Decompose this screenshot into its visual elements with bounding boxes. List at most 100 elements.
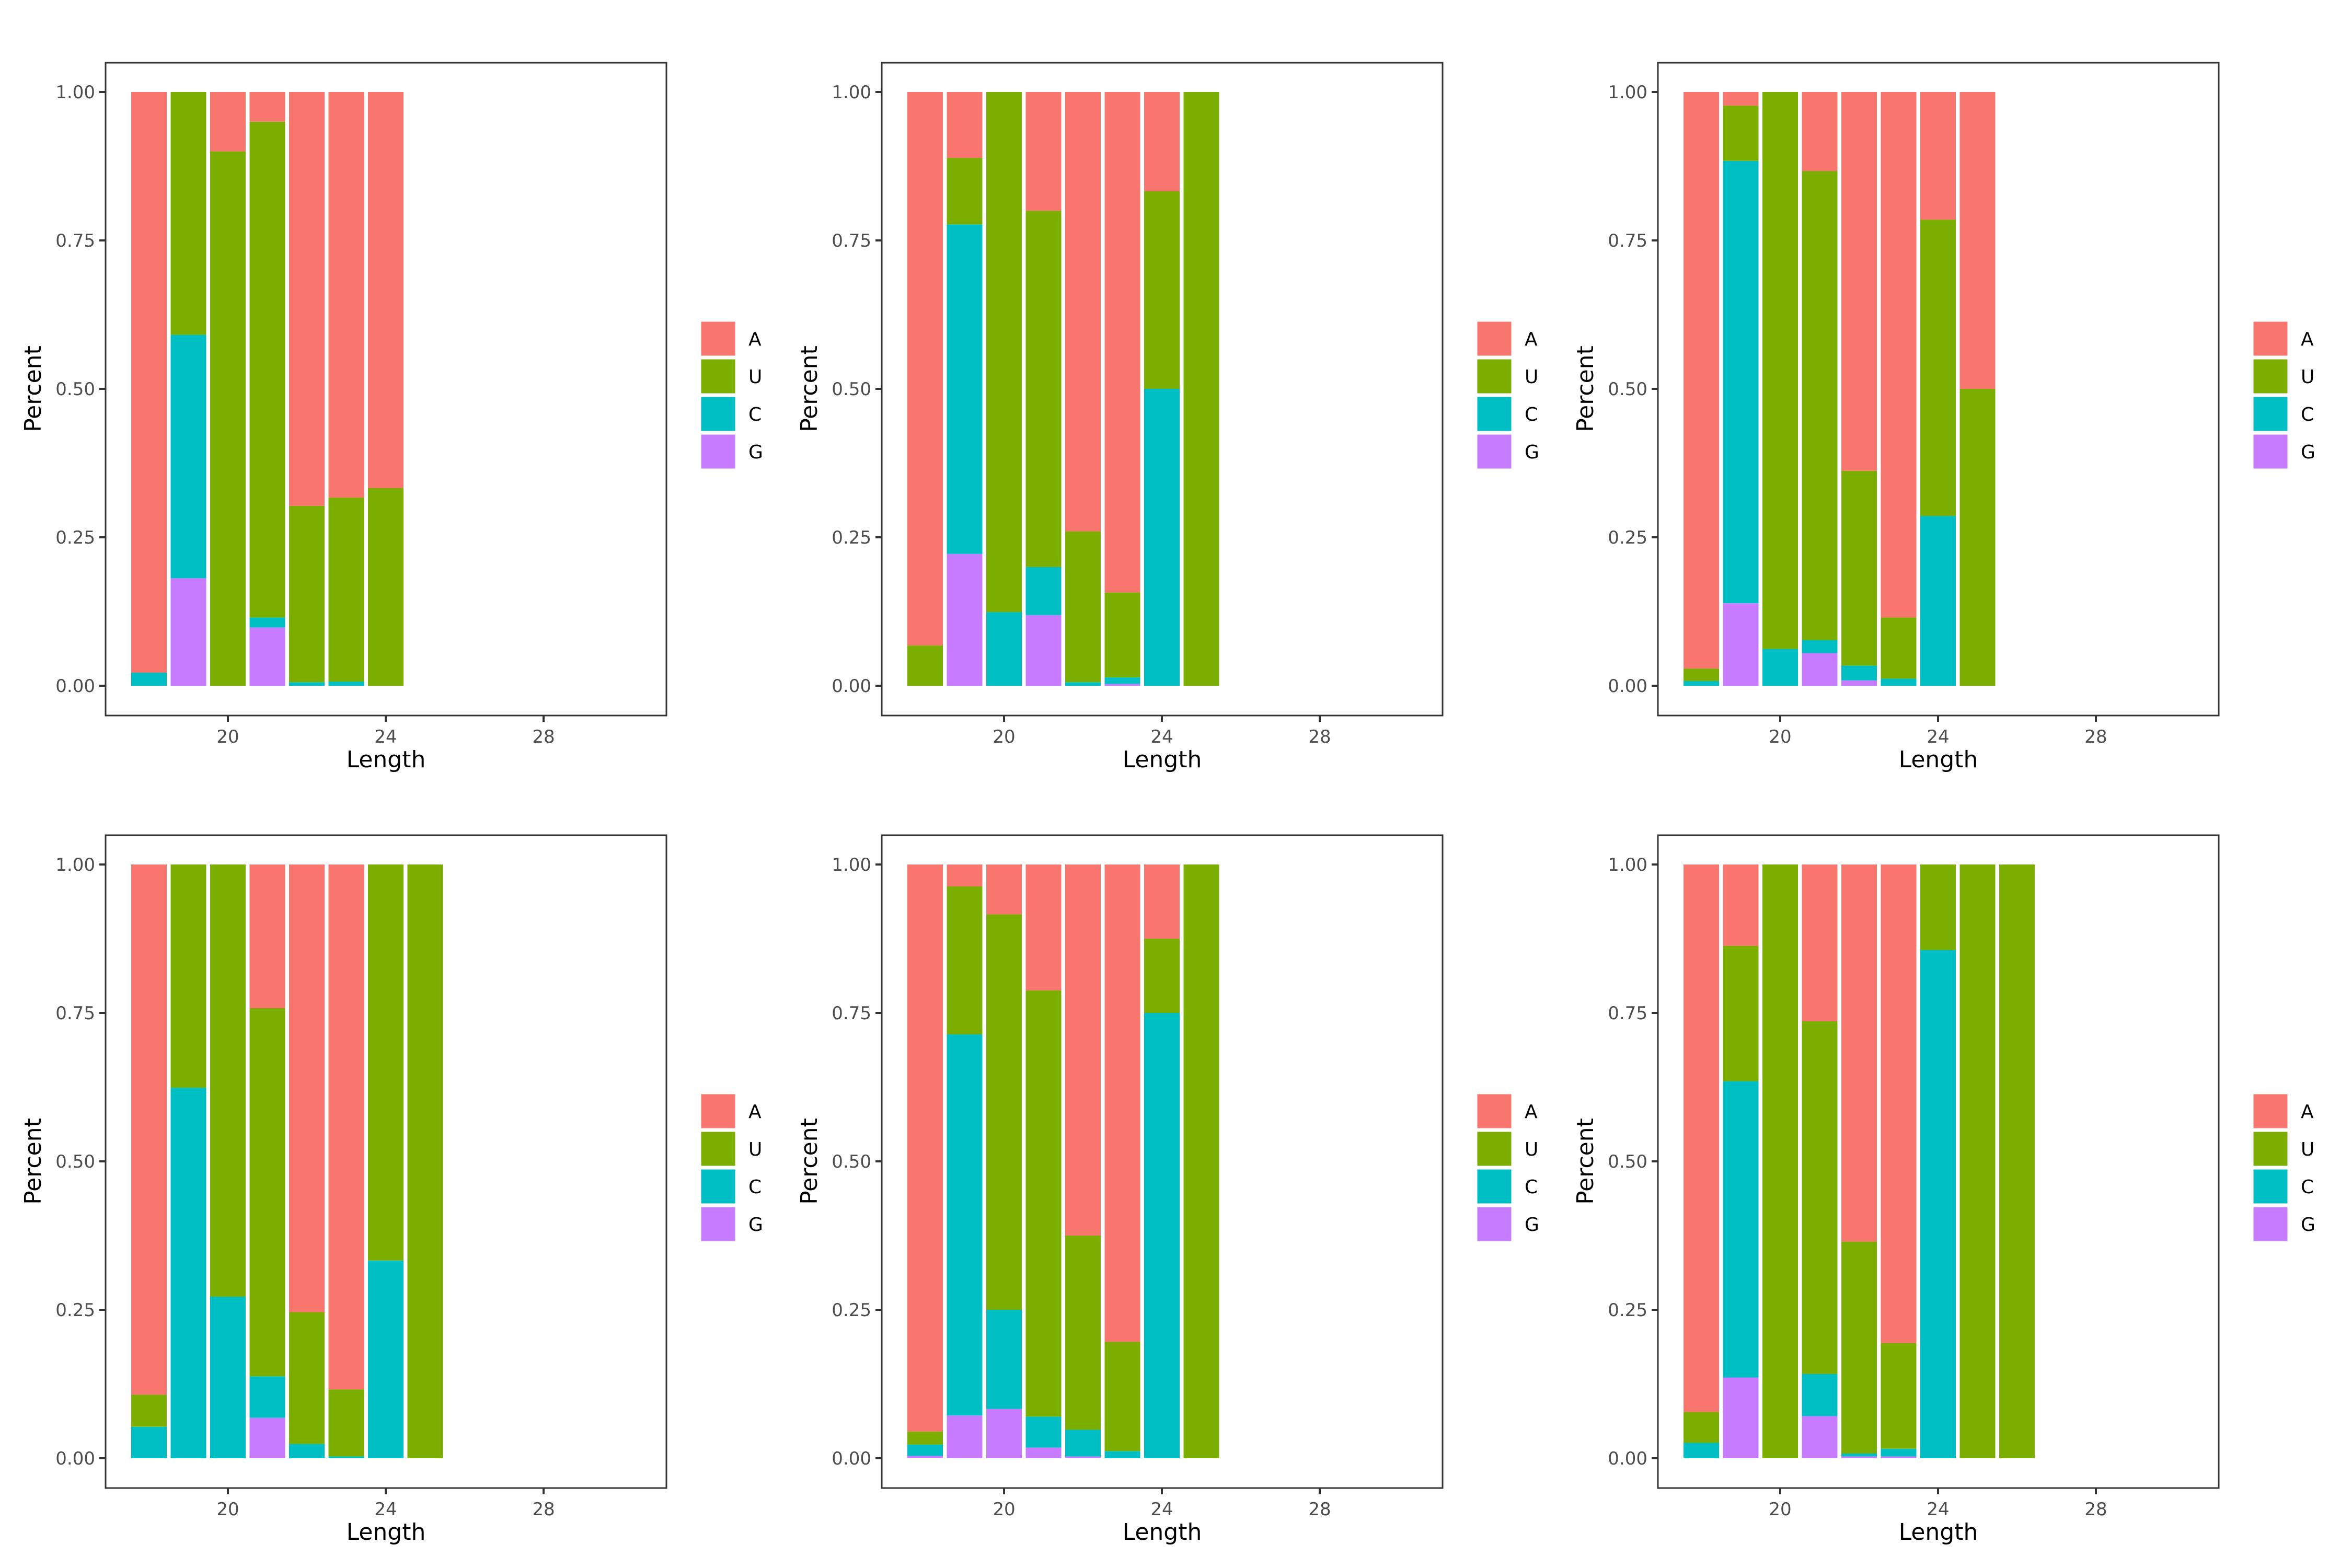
bar-length-24 xyxy=(1144,864,1180,1458)
legend-key-U xyxy=(699,1130,737,1168)
legend-key-C xyxy=(2252,1168,2289,1205)
x-tick-label: 28 xyxy=(2084,727,2107,747)
bar-length-24 xyxy=(1920,864,1956,1458)
bar-length-23 xyxy=(328,92,364,686)
bar-segment-A xyxy=(1802,92,1838,171)
bar-segment-A xyxy=(1104,92,1140,593)
legend-label-C: C xyxy=(1525,1177,1538,1198)
y-tick-label: 0.25 xyxy=(55,527,95,548)
bar-segment-U xyxy=(289,1312,325,1444)
legend-label-U: U xyxy=(2301,1139,2314,1160)
y-tick-label: 0.75 xyxy=(55,1003,95,1024)
bar-segment-U xyxy=(1762,92,1798,649)
bar-segment-U xyxy=(1959,389,1996,686)
legend-label-C: C xyxy=(1525,404,1538,425)
bar-segment-C xyxy=(1881,1448,1917,1457)
bar-length-18 xyxy=(1684,864,1719,1458)
legend-label-A: A xyxy=(748,1101,762,1123)
bar-segment-A xyxy=(1104,864,1140,1342)
legend-label-C: C xyxy=(748,404,762,425)
bar-length-21 xyxy=(1802,92,1838,686)
legend-label-A: A xyxy=(2301,1101,2314,1123)
bar-segment-A xyxy=(210,92,246,152)
bar-segment-U xyxy=(907,645,943,686)
bar-length-24 xyxy=(368,864,403,1458)
bar-segment-A xyxy=(131,864,167,1395)
y-tick-label: 0.00 xyxy=(55,676,95,697)
y-tick-label: 0.75 xyxy=(832,1003,871,1024)
bar-segment-U xyxy=(947,886,983,1034)
bar-segment-U xyxy=(1841,1241,1877,1454)
legend-label-A: A xyxy=(2301,329,2314,350)
panel-2: 0.00 0.25 0.50 0.75 1.00 20 24 28 Length Percent A… xyxy=(796,62,1539,773)
y-axis-title: Percent xyxy=(1572,1118,1599,1205)
legend-key-U xyxy=(1475,358,1513,395)
y-tick-label: 0.50 xyxy=(55,379,95,400)
y-tick-label: 0.25 xyxy=(832,1300,871,1321)
bar-segment-U xyxy=(1684,668,1719,681)
legend-label-G: G xyxy=(2301,1214,2315,1236)
legend-key-G xyxy=(699,433,737,470)
legend-label-C: C xyxy=(2301,404,2314,425)
y-tick-label: 0.75 xyxy=(55,230,95,251)
bar-segment-C xyxy=(1684,1443,1719,1458)
y-tick-label: 1.00 xyxy=(55,855,95,875)
bar-segment-C xyxy=(1144,389,1180,686)
bar-length-23 xyxy=(1104,92,1140,686)
legend-key-G xyxy=(1475,1205,1513,1243)
x-tick-label: 24 xyxy=(1150,727,1173,747)
bar-length-22 xyxy=(1065,92,1101,686)
bar-segment-U xyxy=(170,92,206,335)
y-tick-label: 0.75 xyxy=(1608,1003,1647,1024)
legend-label-G: G xyxy=(748,442,763,463)
y-axis-title: Percent xyxy=(20,1118,47,1205)
x-tick-label: 24 xyxy=(1927,1499,1949,1520)
legend-label-U: U xyxy=(1525,1139,1538,1160)
y-tick-label: 0.50 xyxy=(55,1151,95,1172)
legend-label-A: A xyxy=(1525,329,1538,350)
y-tick-label: 0.50 xyxy=(832,1151,871,1172)
bar-segment-U xyxy=(368,488,403,686)
bar-length-19 xyxy=(947,92,983,686)
bar-segment-U xyxy=(170,864,206,1088)
panel-6: 0.00 0.25 0.50 0.75 1.00 20 24 28 Length Percent A… xyxy=(1572,834,2315,1546)
bar-segment-C xyxy=(328,1456,364,1458)
bar-segment-A xyxy=(1723,864,1759,946)
panel-3: 0.00 0.25 0.50 0.75 1.00 20 24 28 Length Percent A… xyxy=(1572,62,2315,773)
bar-length-23 xyxy=(1881,92,1917,686)
y-tick-label: 1.00 xyxy=(832,855,871,875)
bar-segment-G xyxy=(1881,1456,1917,1458)
x-tick-label: 24 xyxy=(374,1499,397,1520)
y-tick-label: 0.50 xyxy=(1608,1151,1647,1172)
bar-length-21 xyxy=(1025,864,1062,1458)
bar-segment-A xyxy=(1802,864,1838,1021)
bar-segment-U xyxy=(907,1431,943,1445)
bar-segment-G xyxy=(1802,1416,1838,1458)
bar-length-18 xyxy=(131,92,167,686)
bar-length-18 xyxy=(907,864,943,1458)
legend-key-G xyxy=(699,1205,737,1243)
bar-length-20 xyxy=(210,864,246,1458)
bar-length-20 xyxy=(210,92,246,686)
bar-segment-G xyxy=(1025,1447,1062,1458)
x-tick-label: 28 xyxy=(532,1499,555,1520)
bar-segment-U xyxy=(328,497,364,682)
bar-length-19 xyxy=(170,864,206,1458)
bar-segment-U xyxy=(1065,1236,1101,1430)
bar-segment-A xyxy=(289,92,325,506)
bar-length-24 xyxy=(1920,92,1956,686)
bar-length-19 xyxy=(170,92,206,686)
bar-length-20 xyxy=(986,92,1022,686)
y-axis-title: Percent xyxy=(796,1118,823,1205)
bar-length-22 xyxy=(1065,864,1101,1458)
bar-segment-A xyxy=(1723,92,1759,106)
legend-label-C: C xyxy=(748,1177,762,1198)
x-tick-label: 24 xyxy=(374,727,397,747)
bar-segment-C xyxy=(1104,1451,1140,1458)
bar-segment-U xyxy=(1999,864,2035,1458)
bar-segment-U xyxy=(328,1389,364,1457)
legend-key-A xyxy=(2252,1092,2289,1130)
bar-segment-U xyxy=(249,121,285,618)
